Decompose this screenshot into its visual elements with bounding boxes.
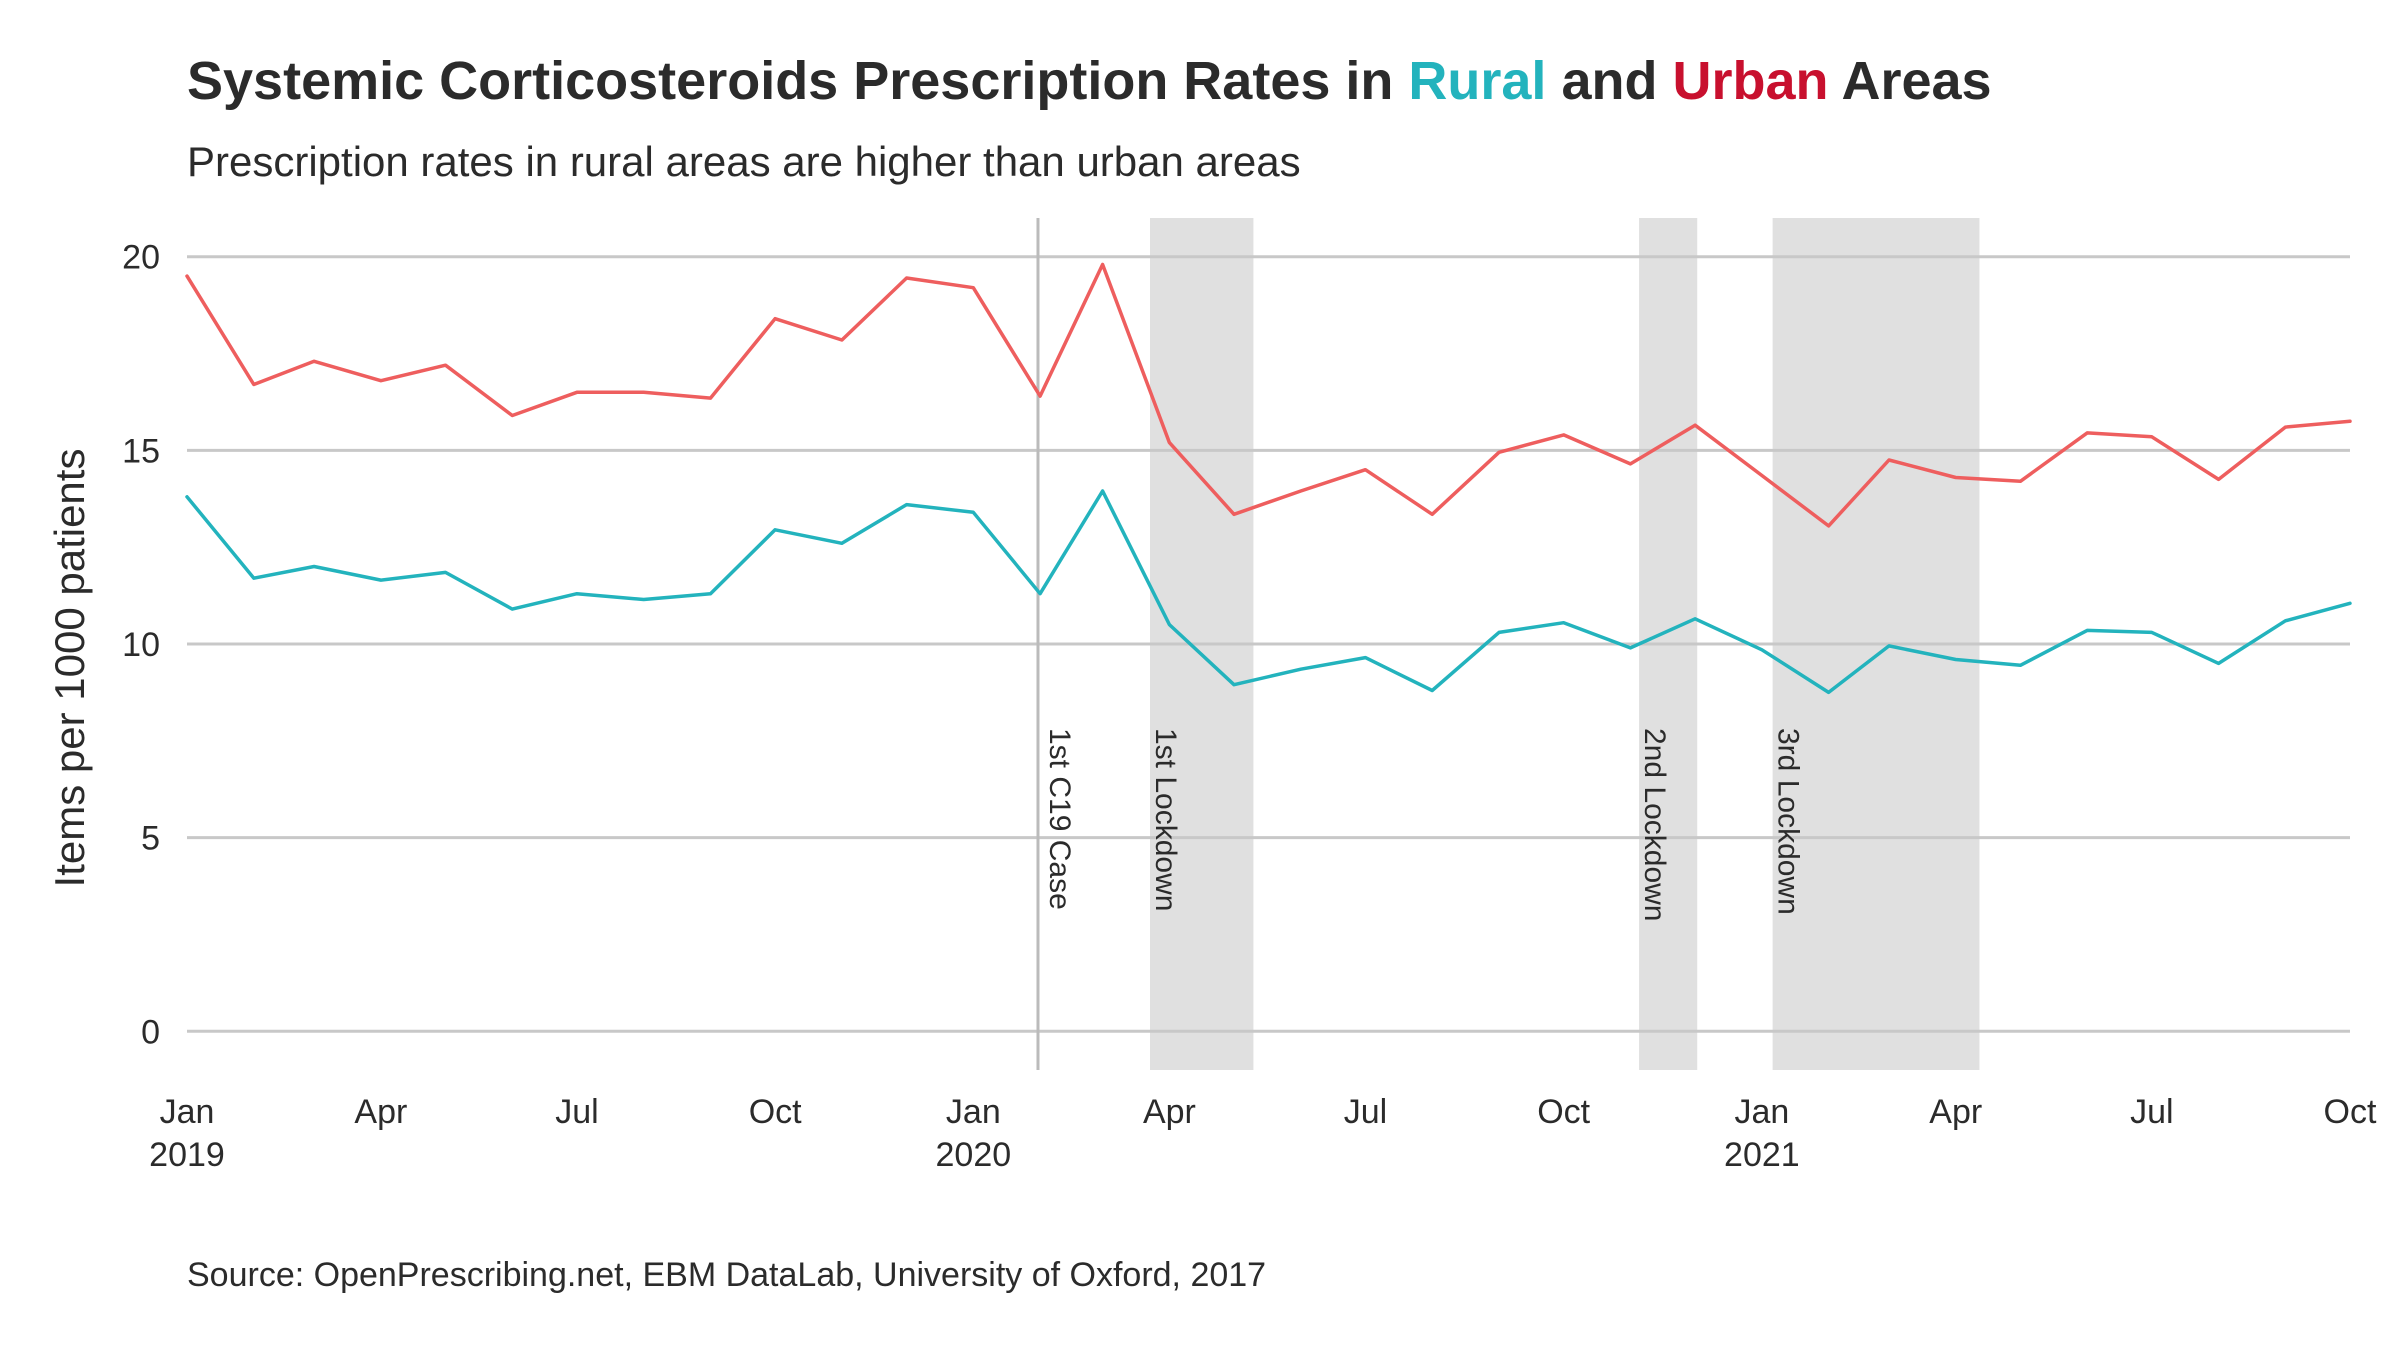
x-tick-label-2020-04: Apr (1143, 1093, 1196, 1131)
x-tick-label-2020-01: Jan (946, 1093, 1001, 1131)
title-suffix: Areas (1828, 51, 1992, 111)
x-axis: Jan 2019 Apr Jul Oct Jan 2020 Apr Jul Oct Jan 2021 A… (149, 1093, 2377, 1174)
title-middle: and (1546, 51, 1673, 111)
series-line-urban (185, 262, 2352, 528)
x-tick-label-2021-10: Oct (2324, 1093, 2377, 1131)
x-tick-year-2021-01: 2021 (1724, 1136, 1800, 1174)
title-rural-word: Rural (1408, 51, 1547, 111)
annotation-labels-group: 1st C19 Case 1st Lockdown 2nd Lockdown 3rd … (1043, 728, 1805, 921)
x-tick-label-2020-10: Oct (1537, 1093, 1590, 1131)
chart-title: Systemic Corticosteroids Prescription Ra… (187, 50, 1992, 112)
y-tick-label-20: 20 (122, 239, 160, 277)
y-tick-label-10: 10 (122, 626, 160, 664)
x-tick-year-2020-01: 2020 (936, 1136, 1012, 1174)
x-tick-label-2020-07: Jul (1344, 1093, 1387, 1131)
y-axis-label: Items per 1000 patients (46, 449, 93, 888)
title-urban-word: Urban (1672, 51, 1829, 111)
y-axis: 0 5 10 15 20 (122, 239, 160, 1052)
x-tick-label-2019-10: Oct (749, 1093, 802, 1131)
x-tick-label-2019-01: Jan (160, 1093, 215, 1131)
y-tick-label-0: 0 (141, 1013, 160, 1051)
x-tick-label-2019-04: Apr (354, 1093, 407, 1131)
series-lines-group (185, 262, 2352, 695)
x-tick-label-2021-01: Jan (1734, 1093, 1789, 1131)
y-tick-label-5: 5 (141, 820, 160, 858)
x-tick-label-2021-07: Jul (2130, 1093, 2173, 1131)
x-tick-label-2021-04: Apr (1929, 1093, 1982, 1131)
gridlines-group (187, 255, 2350, 1033)
lockdown-label-1: 1st Lockdown (1149, 728, 1182, 911)
y-tick-label-15: 15 (122, 432, 160, 470)
annotation-label-1: 1st C19 Case (1043, 728, 1076, 910)
lockdown-label-3: 3rd Lockdown (1772, 728, 1805, 915)
title-prefix: Systemic Corticosteroids Prescription Ra… (187, 51, 1409, 111)
x-tick-label-2019-07: Jul (555, 1093, 598, 1131)
chart-subtitle: Prescription rates in rural areas are hi… (187, 138, 1301, 185)
series-line-rural (185, 489, 2352, 695)
x-tick-year-2019-01: 2019 (149, 1136, 225, 1174)
source-caption: Source: OpenPrescribing.net, EBM DataLab… (187, 1256, 1267, 1294)
lockdown-label-2: 2nd Lockdown (1638, 728, 1671, 921)
